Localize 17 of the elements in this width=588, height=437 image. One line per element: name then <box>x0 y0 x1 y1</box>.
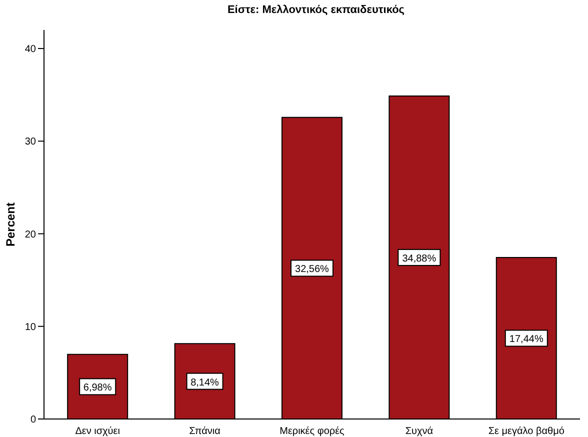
x-tick-label: Σπάνια <box>189 426 221 437</box>
data-label: 17,44% <box>509 334 544 346</box>
y-axis-title: Percent <box>3 202 18 247</box>
data-label: 34,88% <box>402 253 436 264</box>
x-tick-label: Συχνά <box>405 426 434 437</box>
x-tick-label: Μερικές φορές <box>280 426 345 437</box>
data-label: 8,14% <box>190 377 220 388</box>
y-tick-label: 0 <box>30 414 36 426</box>
x-tick-label: Σε μεγάλο βαθμό <box>488 426 565 437</box>
chart-title: Είστε: Μελλοντικός εκπαιδευτικός <box>226 4 406 16</box>
x-tick-label: Δεν ισχύει <box>75 426 120 437</box>
y-tick-label: 10 <box>24 322 36 333</box>
y-tick-label: 40 <box>24 44 36 56</box>
data-label: 32,56% <box>295 264 330 276</box>
data-label: 6,98% <box>83 382 112 394</box>
y-tick-label: 30 <box>24 136 36 148</box>
y-tick-label: 20 <box>24 229 36 240</box>
